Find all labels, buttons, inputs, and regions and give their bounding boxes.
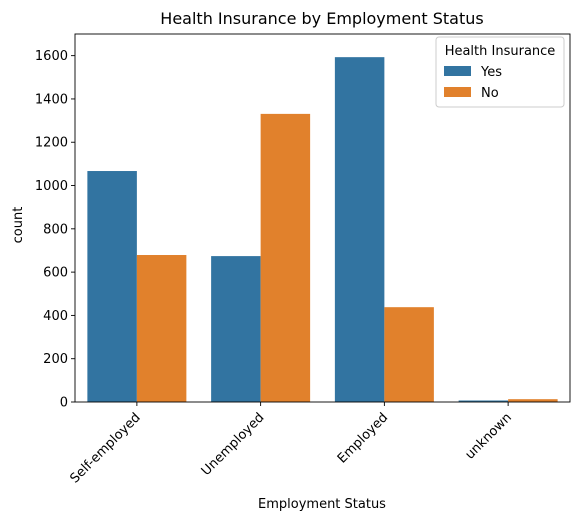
bar-no-unemployed xyxy=(260,113,311,402)
bar-yes-unknown xyxy=(458,400,509,402)
y-tick-label: 1400 xyxy=(35,92,68,107)
x-tick-label: Unemployed xyxy=(199,410,268,479)
y-tick-label: 200 xyxy=(43,352,68,367)
legend-swatch-no xyxy=(444,87,471,97)
bar-no-employed xyxy=(384,307,434,402)
axes-frame xyxy=(74,33,571,403)
bar-no-unknown xyxy=(508,399,558,402)
y-tick-label: 1000 xyxy=(35,179,68,194)
legend-label-yes: Yes xyxy=(480,65,502,80)
y-tick-label: 0 xyxy=(60,396,68,411)
y-tick-label: 400 xyxy=(43,309,68,324)
bar-yes-employed xyxy=(334,57,385,402)
y-tick-label: 1200 xyxy=(35,136,68,151)
y-tick-label: 800 xyxy=(43,222,68,237)
y-axis-label: count xyxy=(11,207,26,244)
x-tick-label: Employed xyxy=(335,410,391,466)
x-tick-label: unknown xyxy=(463,410,515,462)
y-tick-label: 1600 xyxy=(35,49,68,64)
bar-no-self-employed xyxy=(136,255,187,402)
legend: Health Insurance Yes No xyxy=(435,36,565,108)
legend-title: Health Insurance xyxy=(445,44,556,59)
y-tick-label: 600 xyxy=(43,266,68,281)
x-tick-label: Self-employed xyxy=(67,410,143,486)
chart-title: Health Insurance by Employment Status xyxy=(160,9,483,28)
legend-swatch-yes xyxy=(444,66,471,76)
x-axis-label: Employment Status xyxy=(258,497,386,512)
legend-label-no: No xyxy=(481,86,499,101)
bar-yes-unemployed xyxy=(211,256,261,402)
bar-yes-self-employed xyxy=(87,171,137,402)
